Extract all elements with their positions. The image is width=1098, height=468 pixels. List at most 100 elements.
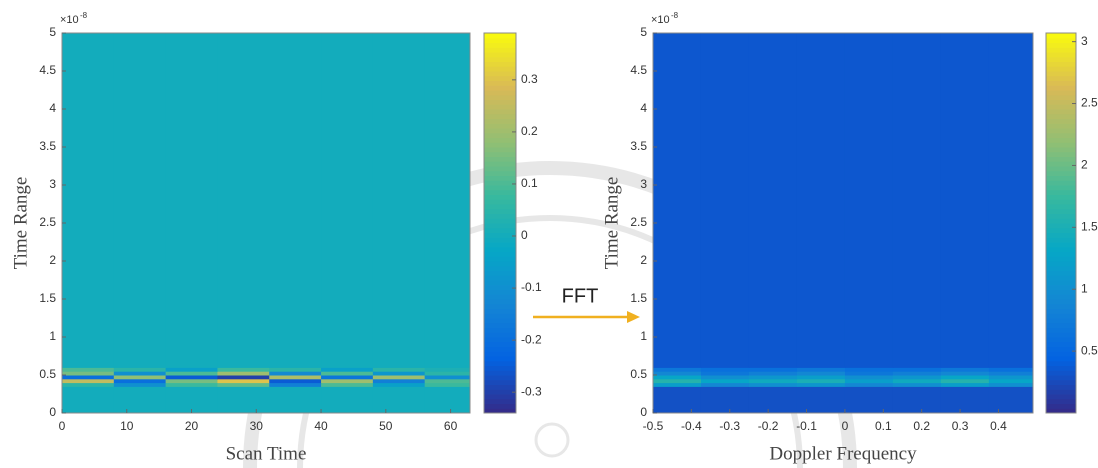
y-tick-label: 3 — [49, 177, 56, 191]
colorbar-segment — [484, 261, 516, 267]
colorbar-segment — [484, 104, 516, 110]
colorbar-segment — [1046, 346, 1076, 352]
colorbar-tick-label: 0 — [521, 228, 528, 242]
colorbar-segment — [484, 327, 516, 333]
colorbar-frame — [1045, 32, 1077, 414]
colorbar-segment — [484, 284, 516, 290]
colorbar-segment — [484, 113, 516, 119]
colorbar-segment — [484, 313, 516, 319]
colorbar-segment — [484, 389, 516, 395]
heat-cell — [796, 371, 846, 376]
colorbar-segment — [1046, 56, 1076, 62]
colorbar-segment — [1046, 132, 1076, 138]
colorbar-segment — [484, 299, 516, 305]
colorbar-segment — [484, 42, 516, 48]
colorbar-segment — [484, 71, 516, 77]
heat-cell — [796, 386, 846, 414]
heat-cell — [113, 375, 167, 380]
heat-cell — [269, 33, 322, 368]
y-tick-label: 3 — [640, 177, 647, 191]
x-tick-label: 0 — [842, 419, 849, 433]
heat-cell — [113, 367, 167, 372]
heat-cell — [62, 386, 115, 414]
heat-cell — [269, 382, 322, 387]
colorbar-segment — [484, 332, 516, 338]
heat-cell — [321, 367, 374, 372]
heat-cell — [217, 386, 270, 414]
heat-cell — [940, 371, 990, 376]
colorbar-segment — [484, 132, 516, 138]
colorbar-segment — [484, 128, 516, 134]
x-tick-label: -0.2 — [758, 419, 779, 433]
heat-cell — [269, 386, 322, 414]
x-tick-label: -0.4 — [681, 419, 702, 433]
colorbar-segment — [1046, 341, 1076, 347]
heat-cell — [940, 33, 990, 368]
heat-cell — [165, 378, 218, 384]
heat-cell — [372, 375, 426, 380]
heat-cell — [796, 367, 846, 372]
colorbar-segment — [1046, 332, 1076, 338]
heat-cell — [217, 367, 270, 372]
colorbar-segment — [484, 398, 516, 404]
colorbar-segment — [1046, 375, 1076, 381]
heat-cell — [748, 378, 798, 384]
colorbar-segment — [484, 379, 516, 385]
colorbar-segment — [1046, 270, 1076, 276]
colorbar-segment — [484, 251, 516, 257]
colorbar-segment — [1046, 104, 1076, 110]
colorbar-segment — [484, 185, 516, 191]
heat-cell — [113, 386, 167, 414]
heat-cell — [844, 378, 894, 384]
heat-cell — [165, 33, 218, 368]
y-tick-label: 2.5 — [39, 215, 56, 229]
y-tick-label: 0.5 — [39, 367, 56, 381]
x-tick-label: 0.1 — [875, 419, 892, 433]
colorbar-segment — [1046, 389, 1076, 395]
fft-label: FFT — [562, 285, 599, 307]
heat-cell — [165, 375, 218, 380]
colorbar-segment — [484, 66, 516, 72]
heat-cell — [796, 33, 846, 368]
heat-cell — [62, 367, 115, 372]
heat-cell — [321, 33, 374, 368]
heat-cell — [700, 33, 750, 368]
colorbar-segment — [1046, 251, 1076, 257]
colorbar-segment — [484, 289, 516, 295]
y-tick-label: 4 — [49, 101, 56, 115]
colorbar-segment — [1046, 61, 1076, 67]
heat-cell — [424, 378, 471, 384]
colorbar-segment — [484, 213, 516, 219]
colorbar-segment — [484, 208, 516, 214]
colorbar-segment — [1046, 37, 1076, 43]
colorbar-segment — [484, 99, 516, 105]
colorbar-segment — [484, 218, 516, 224]
colorbar-segment — [1046, 318, 1076, 324]
colorbar-segment — [484, 151, 516, 157]
colorbar-segment — [1046, 223, 1076, 229]
heat-cell — [844, 367, 894, 372]
y-tick-label: 4.5 — [630, 63, 647, 77]
colorbar-segment — [484, 237, 516, 243]
heat-cell — [217, 382, 270, 387]
colorbar-segment — [1046, 90, 1076, 96]
x-tick-label: 0.3 — [952, 419, 969, 433]
heat-cell — [62, 371, 115, 376]
heat-cell — [844, 375, 894, 380]
heat-cell — [988, 378, 1034, 384]
heat-cell — [892, 367, 942, 372]
colorbar-segment — [484, 52, 516, 58]
colorbar-segment — [484, 351, 516, 357]
heat-cell — [165, 371, 218, 376]
colorbar-segment — [484, 118, 516, 124]
colorbar-segment — [1046, 227, 1076, 233]
colorbar-segment — [484, 56, 516, 62]
colorbar-segment — [484, 256, 516, 262]
heat-cell — [653, 371, 702, 376]
x-tick-label: 60 — [444, 419, 458, 433]
colorbar-segment — [1046, 180, 1076, 186]
colorbar-segment — [484, 137, 516, 143]
colorbar-segment — [484, 232, 516, 238]
colorbar-segment — [1046, 47, 1076, 53]
colorbar-segment — [484, 270, 516, 276]
